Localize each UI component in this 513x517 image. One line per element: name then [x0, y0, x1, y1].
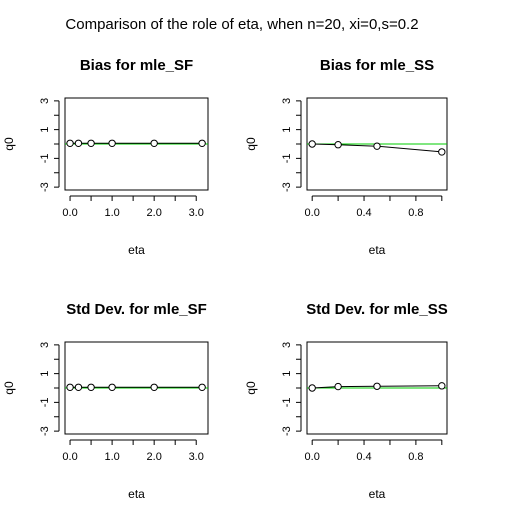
x-axis-label: eta — [128, 487, 145, 501]
x-tick-label: 1.0 — [104, 207, 119, 219]
data-point — [74, 139, 83, 147]
panel-4: Std Dev. for mle_SS 0.0 0.4 0.8 -3 -1 1 3 eta q0 — [244, 301, 448, 501]
x-tick-label: 0.0 — [305, 451, 320, 463]
data-point — [198, 139, 206, 147]
data-point — [108, 383, 116, 391]
y-tick-label: 1 — [281, 371, 293, 377]
panel-title: Bias for mle_SF — [80, 57, 193, 74]
x-tick-label: 0.8 — [408, 207, 423, 219]
x-tick-label: 0.4 — [356, 207, 371, 219]
data-point — [438, 382, 446, 390]
y-tick-label: -1 — [39, 397, 51, 407]
data-point — [87, 383, 95, 391]
data-point — [150, 139, 158, 147]
x-tick-label: 2.0 — [147, 451, 162, 463]
y-tick-label: 3 — [39, 98, 51, 104]
data-point — [373, 382, 381, 390]
data-point — [308, 384, 316, 392]
x-tick-label: 3.0 — [189, 207, 204, 219]
data-point — [87, 139, 95, 147]
y-tick-label: -3 — [281, 426, 293, 436]
y-tick-label: 3 — [281, 342, 293, 348]
y-tick-label: -1 — [39, 153, 51, 163]
data-point — [198, 383, 206, 391]
x-tick-label: 0.8 — [408, 451, 423, 463]
data-point — [66, 383, 74, 391]
data-point — [438, 148, 446, 156]
x-axis-label: eta — [369, 487, 386, 501]
x-axis-label: eta — [128, 243, 145, 257]
y-tick-label: 1 — [39, 127, 51, 133]
data-point — [334, 382, 342, 391]
panel-1: Bias for mle_SF 0.0 1.0 2.0 3.0 -3 -1 1 3 eta q0 — [2, 57, 209, 257]
panel-3: Std Dev. for mle_SF 0.0 1.0 2.0 3.0 -3 -1 1 3 eta… — [2, 301, 209, 501]
y-axis-label: q0 — [244, 137, 258, 151]
y-tick-label: -3 — [281, 182, 293, 192]
x-tick-label: 0.4 — [356, 451, 371, 463]
x-tick-label: 0.0 — [305, 207, 320, 219]
y-tick-label: -3 — [39, 426, 51, 436]
data-point — [334, 141, 342, 149]
y-tick-label: 1 — [39, 371, 51, 377]
y-axis-label: q0 — [2, 137, 16, 151]
data-point — [108, 139, 116, 147]
data-point — [150, 383, 158, 391]
y-tick-label: 1 — [281, 127, 293, 133]
x-tick-label: 1.0 — [104, 451, 119, 463]
data-point — [66, 139, 74, 147]
y-tick-label: -1 — [281, 153, 293, 163]
x-tick-label: 3.0 — [189, 451, 204, 463]
data-point — [308, 140, 316, 148]
y-tick-label: 3 — [39, 342, 51, 348]
series-line — [312, 385, 442, 389]
x-tick-label: 2.0 — [147, 207, 162, 219]
y-tick-label: 3 — [281, 98, 293, 104]
y-tick-label: -1 — [281, 397, 293, 407]
panel-title: Std Dev. for mle_SS — [306, 301, 447, 318]
series-line — [312, 143, 442, 153]
y-axis-label: q0 — [244, 381, 258, 395]
x-tick-label: 0.0 — [62, 207, 77, 219]
x-tick-label: 0.0 — [62, 451, 77, 463]
y-tick-label: -3 — [39, 182, 51, 192]
y-axis-label: q0 — [2, 381, 16, 395]
panel-title: Std Dev. for mle_SF — [66, 301, 207, 318]
data-point — [373, 142, 381, 150]
x-axis-label: eta — [369, 243, 386, 257]
data-point — [74, 383, 83, 391]
panel-title: Bias for mle_SS — [320, 57, 434, 74]
figure-title: Comparison of the role of eta, when n=20… — [65, 16, 418, 33]
panel-2: Bias for mle_SS 0.0 0.4 0.8 -3 -1 1 3 eta q0 — [244, 57, 448, 257]
